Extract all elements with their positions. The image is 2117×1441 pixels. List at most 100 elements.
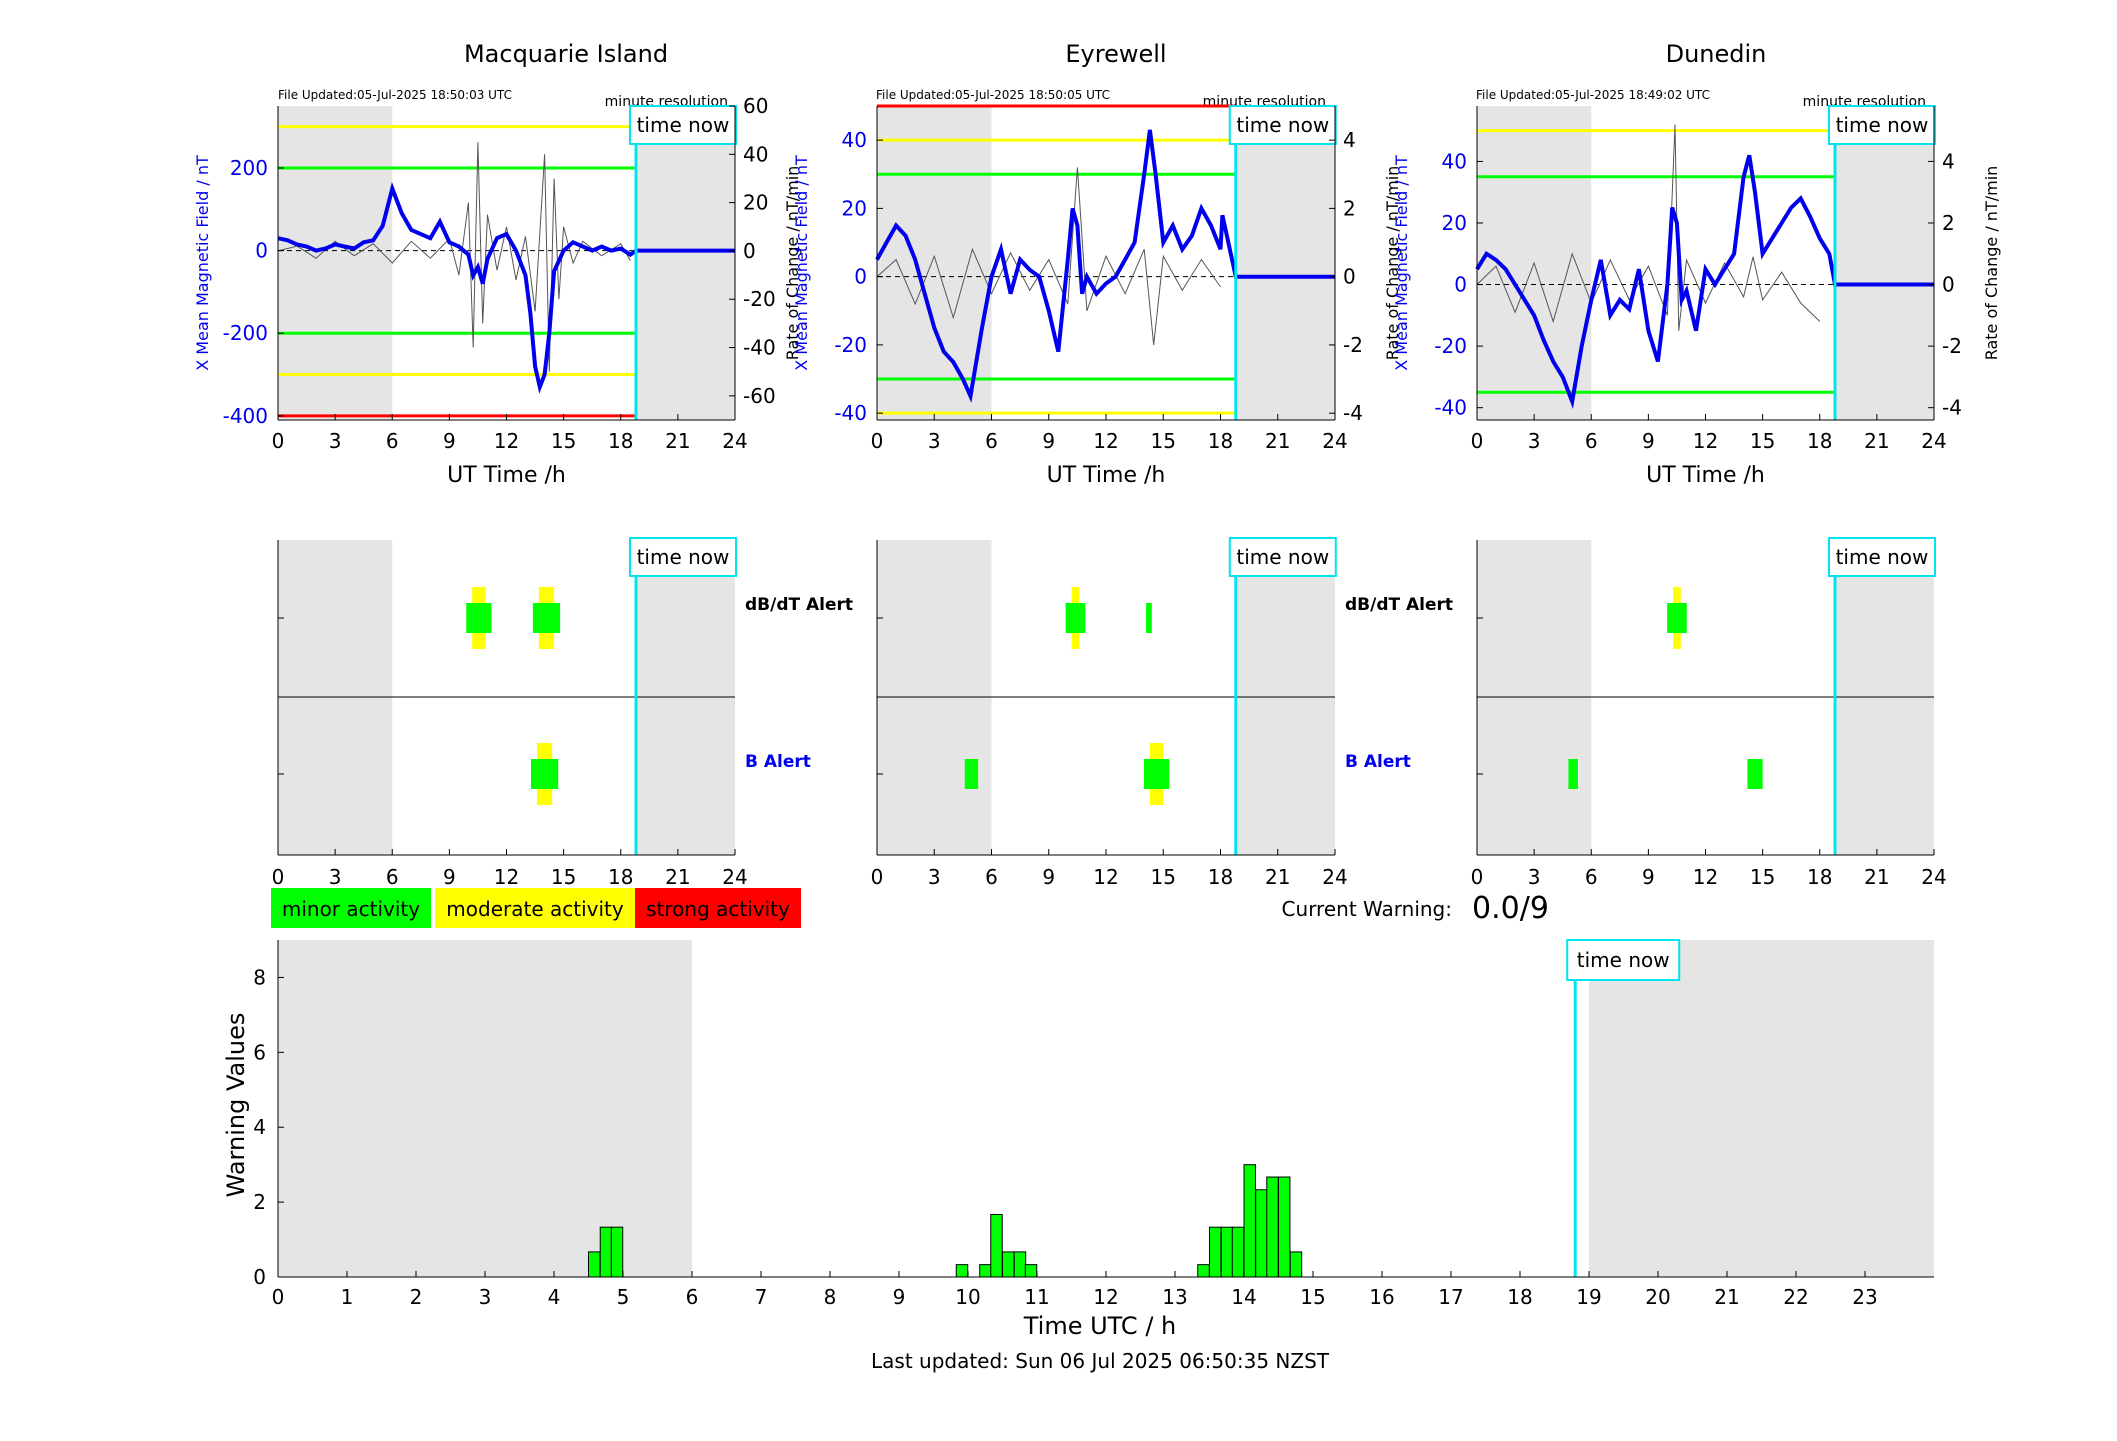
future-shade: [1589, 940, 1934, 1277]
x-tick-label: 15: [1151, 865, 1176, 889]
future-shade: [635, 106, 735, 420]
warning-bar: [1278, 1176, 1291, 1278]
left-tick-label: 0: [255, 239, 268, 263]
x-tick-label: 18: [608, 865, 633, 889]
legend-moderate-swatch: [435, 888, 635, 928]
left-tick-label: 0: [854, 265, 867, 289]
right-tick-label: -4: [1942, 396, 1962, 420]
warning-bar: [955, 1264, 969, 1278]
dbdt-alert-mark: [1146, 603, 1152, 633]
time-now-label: time now: [1836, 113, 1929, 137]
x-tick-label: 6: [985, 429, 998, 453]
x-tick-label: 0: [272, 865, 285, 889]
b-alert-mark-inner: [1143, 759, 1170, 789]
y-tick-label: 4: [253, 1115, 266, 1139]
right-tick-label: -40: [743, 336, 776, 360]
time-now-label: time now: [637, 545, 730, 569]
x-tick-label: 24: [1921, 865, 1946, 889]
right-tick-label: 2: [1343, 196, 1356, 220]
left-ylabel: X Mean Magnetic Field / nT: [193, 155, 212, 371]
time-now-box: [1827, 537, 1936, 577]
file-updated-text: File Updated:05-Jul-2025 18:50:03 UTC: [278, 88, 512, 102]
right-tick-label: -4: [1343, 401, 1363, 425]
right-tick-label: 40: [743, 142, 768, 166]
x-tick-label: 21: [1864, 429, 1889, 453]
current-warning-label: Current Warning:: [1282, 897, 1452, 921]
x-tick-label: 18: [1507, 1285, 1532, 1309]
left-tick-label: 20: [842, 196, 867, 220]
left-tick-label: 0: [1454, 273, 1467, 297]
alert-panel: time now 0 3 6 9 12 15 18 21 24 dB/dT Alert B Alert: [871, 537, 1453, 889]
x-tick-label: 15: [1750, 429, 1775, 453]
x-tick-label: 7: [755, 1285, 768, 1309]
x-tick-label: 12: [1093, 865, 1118, 889]
time-now-label: time now: [1836, 545, 1929, 569]
dbdt-alert-mark-inner: [532, 603, 561, 633]
left-tick-label: 40: [842, 128, 867, 152]
time-now-label: time now: [1577, 948, 1670, 972]
x-tick-label: 9: [893, 1285, 906, 1309]
warning-bar: [1231, 1226, 1245, 1278]
left-tick-label: -200: [223, 321, 268, 345]
x-tick-label: 23: [1852, 1285, 1877, 1309]
time-now-box: [1827, 105, 1936, 145]
left-tick-label: -20: [834, 333, 867, 357]
alert-panels: time now 0 3 6 9 12 15 18 21 24 dB/dT Alert B Alert…: [272, 537, 1947, 889]
right-tick-label: 0: [1343, 265, 1356, 289]
right-tick-label: 4: [1343, 128, 1356, 152]
x-tick-label: 16: [1369, 1285, 1394, 1309]
x-tick-label: 3: [329, 865, 342, 889]
dbdt-alert-mark-inner: [466, 603, 492, 633]
right-ylabel: Rate of Change / nT/min: [1383, 166, 1402, 361]
x-tick-label: 0: [871, 429, 884, 453]
x-tick-label: 15: [1151, 429, 1176, 453]
night-shade: [877, 106, 992, 420]
x-tick-label: 1: [341, 1285, 354, 1309]
x-tick-label: 20: [1645, 1285, 1670, 1309]
time-now-box: [628, 537, 737, 577]
night-shade: [278, 106, 393, 420]
x-tick-label: 0: [871, 865, 884, 889]
x-tick-label: 18: [1208, 429, 1233, 453]
x-tick-label: 24: [1921, 429, 1946, 453]
time-now-label: time now: [637, 113, 730, 137]
x-tick-label: 3: [928, 429, 941, 453]
warning-bar: [1024, 1264, 1038, 1278]
left-tick-label: -400: [223, 404, 268, 428]
warning-bar: [1197, 1264, 1210, 1278]
warning-bar: [1220, 1226, 1234, 1278]
x-tick-label: 14: [1231, 1285, 1256, 1309]
dbdt-alert-label: dB/dT Alert: [1345, 595, 1453, 615]
x-tick-label: 6: [386, 429, 399, 453]
station-title: Eyrewell: [1065, 40, 1166, 68]
alert-panel: time now 0 3 6 9 12 15 18 21 24: [1471, 537, 1947, 889]
x-tick-label: 3: [1528, 865, 1541, 889]
y-tick-label: 0: [253, 1265, 266, 1289]
left-ylabel: X Mean Magnetic Field / nT: [792, 155, 811, 371]
x-tick-label: 18: [1807, 429, 1832, 453]
time-now-box: [628, 105, 737, 145]
x-tick-label: 24: [722, 865, 747, 889]
right-tick-label: -60: [743, 384, 776, 408]
right-tick-label: 4: [1942, 149, 1955, 173]
warning-bar: [990, 1213, 1003, 1278]
left-tick-label: 200: [230, 156, 268, 180]
station-title: Dunedin: [1666, 40, 1767, 68]
activity-legend: minor activity moderate activity strong …: [271, 888, 801, 928]
x-tick-label: 21: [1714, 1285, 1739, 1309]
right-tick-label: 0: [743, 239, 756, 263]
dbdt-alert-mark-inner: [1065, 603, 1086, 633]
x-tick-label: 24: [722, 429, 747, 453]
x-tick-label: 15: [551, 865, 576, 889]
left-tick-label: -40: [834, 401, 867, 425]
x-tick-label: 21: [1265, 865, 1290, 889]
dbdt-alert-mark-inner: [1667, 603, 1687, 633]
ut-xlabel: UT Time /h: [447, 463, 566, 488]
warning-bar: [1002, 1251, 1015, 1278]
x-tick-label: 13: [1162, 1285, 1187, 1309]
x-tick-label: 15: [1750, 865, 1775, 889]
right-ylabel: Rate of Change / nT/min: [783, 166, 802, 361]
